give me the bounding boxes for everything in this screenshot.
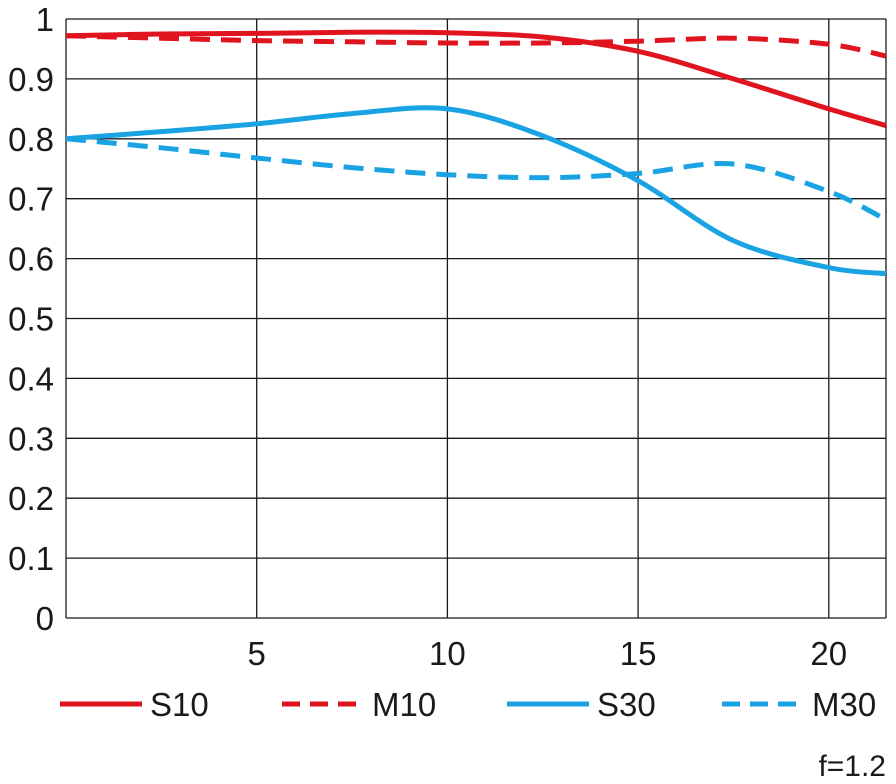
y-tick-label: 0.7 bbox=[8, 181, 54, 218]
y-tick-label: 0.8 bbox=[8, 121, 54, 158]
grid bbox=[65, 18, 887, 619]
y-tick-label: 0.2 bbox=[8, 480, 54, 517]
x-tick-label: 20 bbox=[810, 635, 847, 672]
x-tick-label: 15 bbox=[620, 635, 657, 672]
y-tick-label: 0.6 bbox=[8, 241, 54, 278]
series-line-m10 bbox=[65, 33, 887, 59]
legend: S10 M10 S30 M30 bbox=[60, 686, 876, 723]
y-tick-label: 0 bbox=[36, 600, 54, 637]
legend-label-s10: S10 bbox=[150, 686, 209, 723]
series-line-s10 bbox=[65, 29, 887, 128]
legend-label-m10: M10 bbox=[372, 686, 436, 723]
series-line-m30 bbox=[65, 136, 888, 222]
y-tick-label: 0.4 bbox=[8, 360, 54, 397]
x-tick-label: 10 bbox=[429, 635, 466, 672]
series-line-s30 bbox=[65, 105, 887, 277]
x-tick-labels: 5 10 15 20 bbox=[248, 635, 848, 672]
y-tick-label: 0.5 bbox=[8, 301, 54, 338]
x-tick-label: 5 bbox=[248, 635, 266, 672]
series-lines bbox=[65, 29, 888, 277]
aperture-annotation: f=1.2 bbox=[818, 750, 886, 783]
y-tick-label: 0.1 bbox=[8, 540, 54, 577]
y-tick-label: 1 bbox=[36, 1, 54, 38]
y-tick-labels: 0 0.1 0.2 0.3 0.4 0.5 0.6 0.7 0.8 0.9 1 bbox=[8, 1, 54, 637]
legend-label-m30: M30 bbox=[812, 686, 876, 723]
y-tick-label: 0.3 bbox=[8, 420, 54, 457]
y-tick-label: 0.9 bbox=[8, 61, 54, 98]
legend-label-s30: S30 bbox=[597, 686, 656, 723]
